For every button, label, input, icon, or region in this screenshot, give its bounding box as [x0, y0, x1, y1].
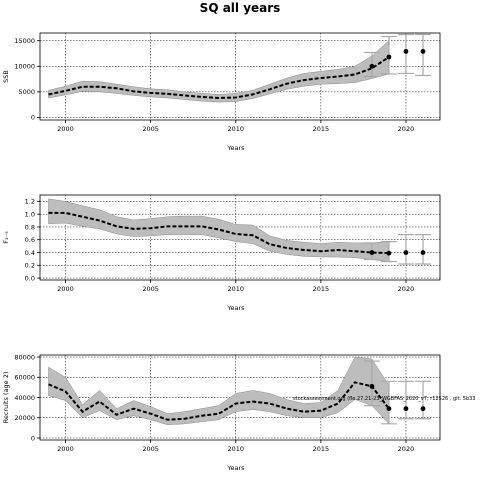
x-tick-label: 2005 [142, 445, 159, 453]
data-point [403, 406, 409, 412]
data-point [369, 250, 375, 255]
x-axis-label: Years [226, 304, 245, 312]
y-tick-label: 60000 [14, 374, 35, 382]
y-tick-label: 0 [31, 434, 35, 442]
y-tick-label: 0 [31, 114, 35, 122]
x-tick-label: 2015 [313, 445, 330, 453]
x-tick-label: 2020 [398, 125, 415, 133]
x-tick-label: 2010 [227, 125, 244, 133]
x-tick-label: 2000 [57, 285, 74, 293]
y-tick-label: 80000 [14, 353, 35, 361]
confidence-band [48, 356, 390, 426]
data-point [420, 49, 426, 54]
x-tick-label: 2020 [398, 445, 415, 453]
y-axis-label: Recruits (age 2) [2, 372, 10, 424]
y-tick-label: 1.2 [25, 198, 35, 206]
x-tick-label: 2010 [227, 285, 244, 293]
panels: 2000 2005 2010 2015 2020 0 5000 10000 15000 Years… [2, 32, 441, 472]
y-tick-label: 1.0 [25, 210, 35, 218]
x-tick-label: 2020 [398, 285, 415, 293]
y-tick-label: 0.0 [25, 274, 35, 282]
x-tick-label: 2010 [227, 445, 244, 453]
data-point [386, 54, 392, 60]
x-tick-label: 2000 [57, 125, 74, 133]
data-point [369, 383, 375, 389]
y-tick-label: 0.4 [25, 249, 35, 257]
y-tick-label: 5000 [18, 88, 35, 96]
y-tick-label: 0.8 [25, 223, 35, 231]
y-tick-label: 40000 [14, 394, 35, 402]
data-point [403, 49, 409, 54]
x-axis-label: Years [226, 144, 245, 152]
panel-1: 2000 2005 2010 2015 2020 0 5000 10000 15000 Years… [2, 32, 441, 152]
x-tick-label: 2015 [313, 285, 330, 293]
x-tick-label: 2015 [313, 125, 330, 133]
y-tick-label: 0.6 [25, 236, 35, 244]
data-point [403, 250, 409, 255]
figure-title: SQ all years [200, 1, 281, 15]
data-point [420, 406, 426, 412]
y-tick-label: 15000 [14, 37, 35, 45]
x-tick-label: 2005 [142, 125, 159, 133]
x-tick-label: 2000 [57, 445, 74, 453]
estimate-line [48, 56, 390, 99]
y-tick-label: 10000 [14, 63, 35, 71]
y-tick-label: 20000 [14, 414, 35, 422]
data-point [420, 250, 426, 255]
x-axis-label: Years [226, 464, 245, 472]
axes-frame [39, 32, 441, 121]
panel-3: 2000 2005 2010 2015 2020 0 20000 40000 60000 8000… [2, 353, 441, 472]
y-tick-label: 0.2 [25, 262, 35, 270]
data-point [369, 63, 375, 69]
axes-frame [39, 194, 441, 281]
x-tick-label: 2005 [142, 285, 159, 293]
estimate-line [48, 211, 389, 255]
annotation: stockassessment.org (fle.27.21-23_WGBFAS… [293, 396, 476, 402]
y-axis-label: F₃₋₅ [2, 231, 10, 244]
panel-2: 2000 2005 2010 2015 2020 0.0 0.2 0.4 0.6 0.8 1.0 1.… [2, 194, 441, 312]
data-point [386, 250, 392, 256]
confidence-band [48, 40, 390, 103]
data-point [386, 406, 392, 412]
y-axis-label: SSB [2, 70, 10, 83]
confidence-band [48, 198, 390, 262]
